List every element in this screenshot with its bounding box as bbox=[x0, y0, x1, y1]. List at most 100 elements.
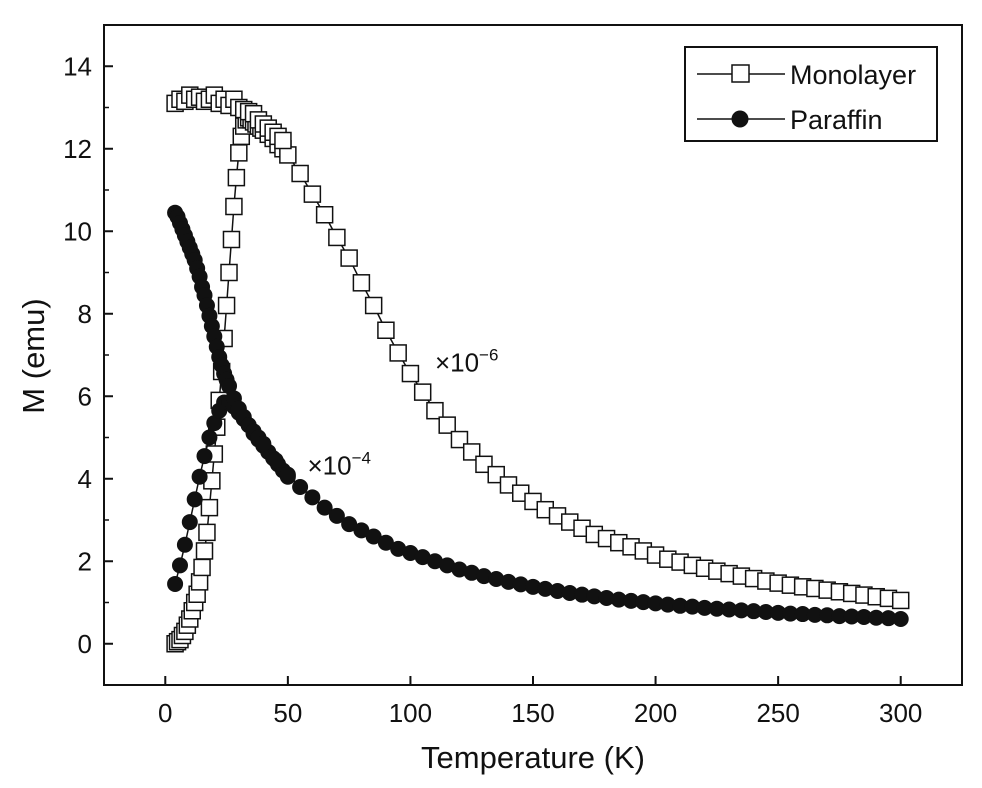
x-tick-label: 250 bbox=[756, 698, 799, 728]
monolayer-point bbox=[195, 542, 214, 560]
series-monolayer bbox=[166, 109, 910, 653]
monolayer-point bbox=[190, 573, 209, 591]
paraffin-point bbox=[512, 576, 529, 593]
paraffin-point bbox=[353, 522, 370, 539]
paraffin-point bbox=[171, 557, 188, 574]
paraffin-point bbox=[341, 516, 358, 533]
annotations: ×10−6×10−4 bbox=[307, 346, 498, 481]
paraffin-point bbox=[463, 564, 480, 581]
monolayer-point bbox=[279, 146, 297, 164]
legend-box bbox=[684, 46, 938, 142]
paraffin-point bbox=[316, 499, 333, 516]
monolayer-point bbox=[328, 228, 346, 247]
paraffin-point bbox=[696, 599, 713, 616]
monolayer-point bbox=[222, 230, 241, 249]
paraffin-point bbox=[880, 610, 897, 627]
monolayer-point bbox=[230, 144, 248, 162]
paraffin-point bbox=[549, 582, 566, 599]
paraffin-point bbox=[304, 489, 321, 506]
monolayer-point bbox=[291, 164, 309, 183]
paraffin-point bbox=[843, 608, 860, 625]
paraffin-point bbox=[402, 545, 419, 561]
monolayer-point bbox=[227, 168, 246, 187]
paraffin-point bbox=[500, 573, 517, 590]
paraffin-point bbox=[255, 435, 272, 452]
paraffin-point bbox=[623, 592, 640, 609]
series-paraffin bbox=[167, 204, 909, 627]
paraffin-point bbox=[186, 491, 203, 508]
legend-paraffin-marker bbox=[731, 110, 749, 128]
monolayer-point bbox=[413, 383, 432, 401]
paraffin-point bbox=[475, 568, 492, 585]
monolayer-point bbox=[891, 591, 910, 610]
paraffin-point bbox=[328, 507, 345, 524]
paraffin-point bbox=[868, 609, 885, 626]
monolayer-point bbox=[438, 416, 456, 434]
x-tick-label: 100 bbox=[389, 698, 432, 728]
plot-content bbox=[166, 86, 910, 653]
y-tick-label: 8 bbox=[78, 299, 92, 329]
monolayer-point bbox=[217, 296, 236, 315]
paraffin-point bbox=[684, 598, 701, 615]
monolayer-point bbox=[352, 274, 371, 292]
x-tick-label: 50 bbox=[273, 698, 302, 728]
monolayer-point bbox=[200, 498, 219, 517]
paraffin-point bbox=[414, 549, 431, 566]
paraffin-point bbox=[819, 607, 836, 624]
paraffin-point bbox=[181, 514, 198, 531]
series-paraffin bbox=[167, 394, 296, 592]
scale-annotation-base: ×10 bbox=[307, 451, 351, 481]
paraffin-point bbox=[806, 606, 823, 623]
paraffin-point bbox=[561, 585, 578, 602]
monolayer-point bbox=[274, 131, 292, 150]
y-tick-label: 14 bbox=[63, 51, 92, 81]
paraffin-point bbox=[206, 415, 223, 432]
paraffin-point bbox=[672, 597, 689, 614]
x-tick-label: 150 bbox=[511, 698, 554, 728]
monolayer-point bbox=[303, 185, 322, 203]
paraffin-line bbox=[174, 212, 901, 620]
paraffin-point bbox=[191, 468, 208, 485]
scale-annotation-base: ×10 bbox=[435, 348, 479, 378]
paraffin-point bbox=[598, 589, 615, 606]
paraffin-point bbox=[770, 604, 787, 621]
paraffin-point bbox=[659, 596, 676, 613]
paraffin-point bbox=[390, 540, 407, 557]
y-axis-title: M (emu) bbox=[16, 298, 51, 413]
monolayer-point bbox=[340, 249, 358, 267]
paraffin-point bbox=[892, 611, 909, 627]
paraffin-point bbox=[267, 452, 284, 469]
paraffin-point bbox=[439, 557, 456, 574]
y-tick-label: 2 bbox=[78, 546, 92, 576]
monolayer-point bbox=[198, 523, 216, 542]
monolayer-point bbox=[389, 344, 407, 362]
paraffin-point bbox=[201, 429, 218, 446]
paraffin-point bbox=[647, 595, 664, 612]
paraffin-point bbox=[488, 570, 505, 587]
monolayer-point bbox=[225, 197, 243, 216]
paraffin-point bbox=[586, 588, 603, 605]
x-axis-title: Temperature (K) bbox=[421, 740, 645, 775]
scale-annotation: ×10−4 bbox=[307, 449, 371, 481]
paraffin-point bbox=[377, 534, 394, 551]
x-tick-label: 0 bbox=[158, 698, 172, 728]
legend-paraffin-label: Paraffin bbox=[790, 105, 883, 135]
paraffin-point bbox=[292, 479, 309, 495]
series-monolayer bbox=[166, 86, 292, 150]
y-tick-label: 0 bbox=[78, 629, 92, 659]
paraffin-point bbox=[167, 575, 184, 592]
paraffin-point bbox=[708, 600, 725, 617]
monolayer-point bbox=[193, 558, 211, 577]
paraffin-point bbox=[610, 591, 627, 608]
paraffin-point bbox=[794, 606, 811, 623]
paraffin-point bbox=[831, 608, 848, 625]
paraffin-point bbox=[855, 608, 872, 625]
paraffin-point bbox=[525, 578, 541, 595]
axes: 0 50 100 150 200 250 300 0 2 4 6 8 10 12 14 bbox=[63, 51, 922, 728]
paraffin-point bbox=[176, 536, 193, 553]
y-tick-label: 6 bbox=[78, 381, 92, 411]
paraffin-point bbox=[733, 602, 750, 619]
legend: Monolayer Paraffin bbox=[684, 46, 938, 142]
paraffin-point bbox=[757, 603, 774, 620]
